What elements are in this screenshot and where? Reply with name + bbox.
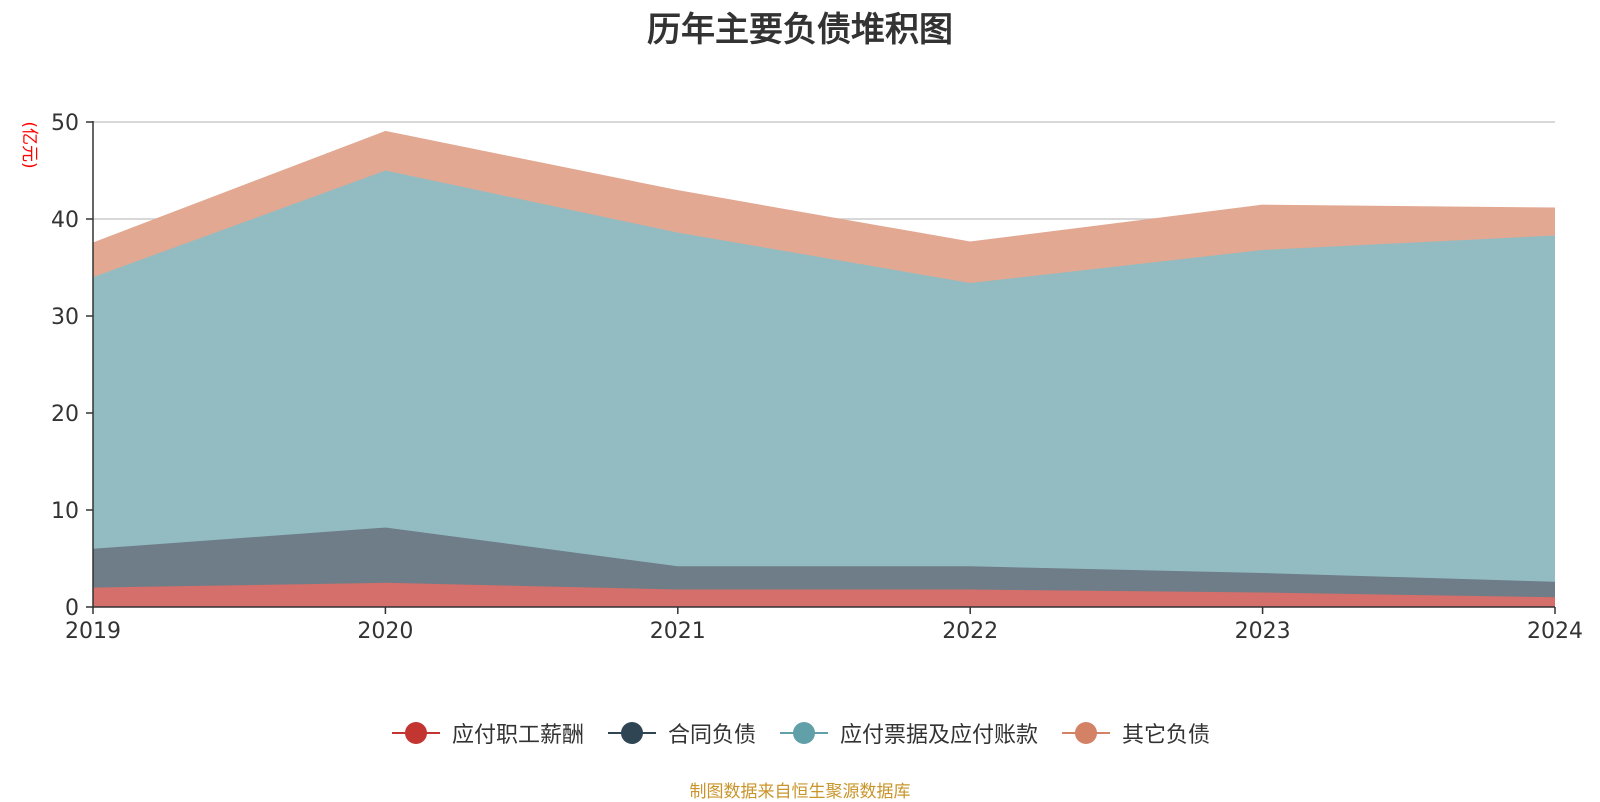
legend-label: 应付票据及应付账款 xyxy=(840,723,1039,748)
x-tick-label-2021: 2021 xyxy=(650,619,706,644)
x-tick-label-2019: 2019 xyxy=(65,619,121,644)
x-tick-label-2023: 2023 xyxy=(1235,619,1291,644)
chart-title: 历年主要负债堆积图 xyxy=(647,10,953,50)
source-note: 制图数据来自恒生聚源数据库 xyxy=(689,782,911,802)
x-tick-label-2022: 2022 xyxy=(942,619,998,644)
legend-label: 合同负债 xyxy=(667,723,756,748)
series-line-3 xyxy=(92,130,1556,245)
legend-marker-icon xyxy=(1062,722,1111,744)
axis-layer: 0 10 20 30 40 50 2019 2020 2021 2022 2023 2024 xyxy=(51,111,1583,644)
legend-item-3[interactable]: 其它负债 xyxy=(1060,717,1210,749)
y-tick-label-50: 50 xyxy=(51,111,79,136)
area-series-1 xyxy=(93,527,1555,598)
area-series-2 xyxy=(93,170,1555,582)
area-layer xyxy=(92,130,1556,607)
y-axis-unit-label: (亿元) xyxy=(19,121,39,168)
legend-item-1[interactable]: 合同负债 xyxy=(606,717,756,749)
legend-label: 其它负债 xyxy=(1122,723,1211,748)
legend-item-0[interactable]: 应付职工薪酬 xyxy=(390,717,584,749)
y-tick-label-40: 40 xyxy=(51,208,79,233)
x-tick-label-2020: 2020 xyxy=(357,619,413,644)
legend-marker-icon xyxy=(780,722,828,744)
area-series-3 xyxy=(93,131,1555,283)
legend-marker-icon xyxy=(607,722,656,744)
x-tick-label-2024: 2024 xyxy=(1527,619,1583,644)
y-tick-label-30: 30 xyxy=(51,305,79,330)
legend: 应付职工薪酬 合同负债 应付票据及应付账款 其它负债 xyxy=(0,717,1600,749)
y-tick-label-0: 0 xyxy=(65,596,79,621)
legend-marker-icon xyxy=(391,722,440,744)
y-tick-label-10: 10 xyxy=(51,499,79,524)
legend-label: 应付职工薪酬 xyxy=(451,723,584,748)
area-series-0 xyxy=(93,582,1555,607)
y-tick-label-20: 20 xyxy=(51,402,79,427)
legend-item-2[interactable]: 应付票据及应付账款 xyxy=(778,717,1038,749)
